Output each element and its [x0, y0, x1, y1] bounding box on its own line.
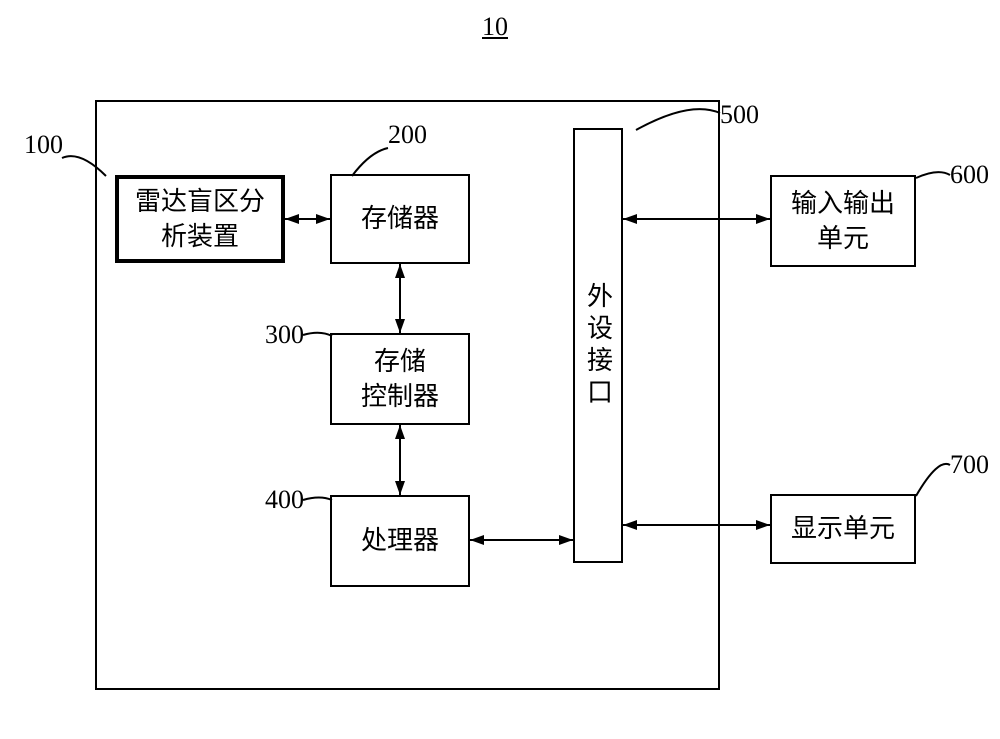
connectors-layer — [0, 0, 1000, 739]
diagram-canvas: 10 雷达盲区分析装置 存储器 存储控制器 处理器 外设接口 输入输出单元 显示… — [0, 0, 1000, 739]
